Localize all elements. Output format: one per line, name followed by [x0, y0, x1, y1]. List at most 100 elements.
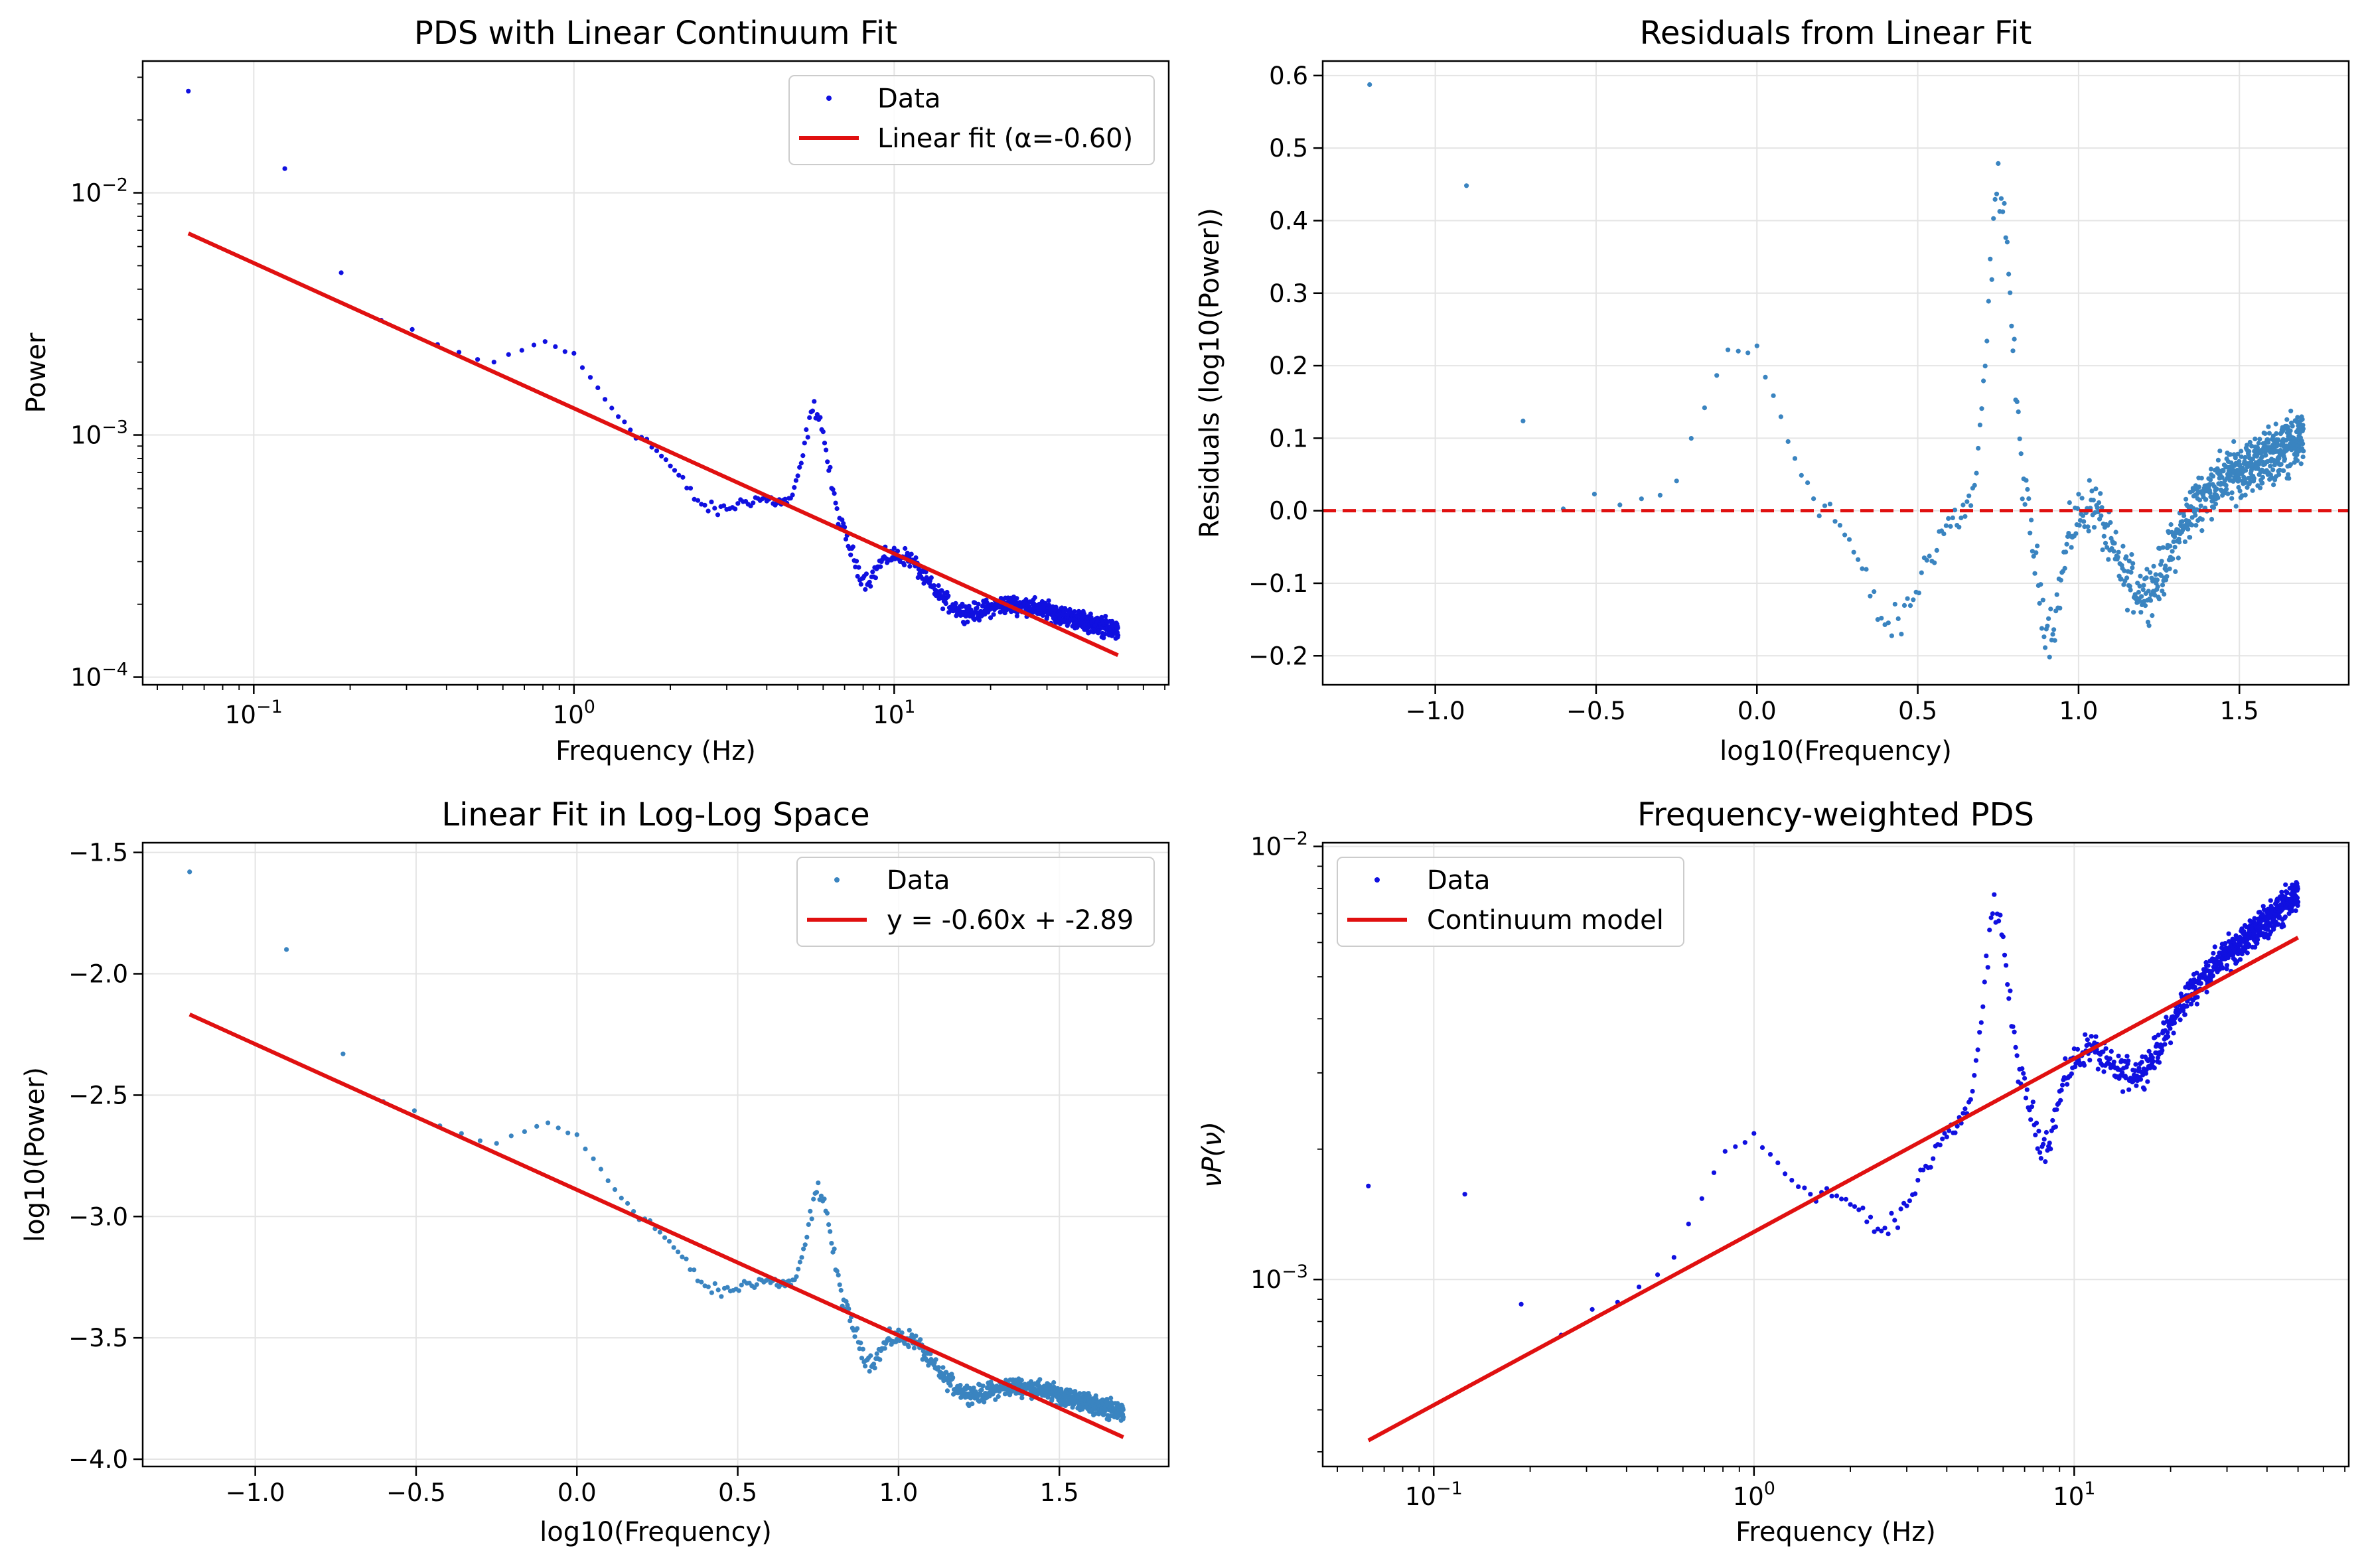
y-tick-label: 0.1 [1269, 424, 1308, 453]
data-point [719, 1294, 724, 1299]
data-point [2274, 431, 2279, 437]
data-point [1077, 1391, 1082, 1396]
data-point [2235, 451, 2241, 457]
data-point [2243, 492, 2248, 498]
data-point [2193, 523, 2199, 528]
data-point [2035, 1146, 2040, 1151]
fit-line [188, 1013, 1124, 1439]
data-point [2247, 449, 2252, 454]
data-point [2209, 516, 2215, 522]
data-point [692, 496, 697, 502]
data-point [2098, 491, 2103, 496]
data-point [2260, 474, 2265, 480]
y-tick-label: 0.0 [1269, 497, 1308, 526]
data-point [1108, 1395, 1114, 1401]
data-point [2182, 513, 2187, 518]
data-point [2224, 963, 2230, 968]
data-point [891, 545, 897, 551]
data-point [2205, 963, 2211, 968]
data-point [2144, 567, 2150, 572]
data-point [1916, 591, 1921, 596]
data-point [859, 1356, 865, 1361]
data-point [2194, 1001, 2199, 1007]
y-tick-label: −0.2 [1248, 642, 1308, 670]
data-point [2215, 457, 2221, 463]
data-point [598, 1167, 604, 1172]
data-point [828, 1229, 833, 1234]
data-point [1518, 1301, 1524, 1307]
data-point [2168, 543, 2173, 549]
x-tick-label: 1.0 [2059, 697, 2098, 725]
x-tick-label: −1.0 [1406, 697, 1465, 725]
data-point [2210, 973, 2215, 979]
data-point [2041, 1137, 2047, 1142]
data-point [457, 350, 462, 355]
data-point [2280, 429, 2286, 434]
data-point [799, 1255, 804, 1260]
data-point [2209, 969, 2215, 974]
data-point [2101, 1049, 2106, 1054]
data-point [2043, 1159, 2048, 1165]
data-point [2130, 565, 2135, 571]
data-point [1639, 496, 1644, 502]
data-point [1014, 596, 1019, 601]
data-point [2115, 554, 2120, 560]
data-point [836, 1273, 841, 1278]
data-point [2198, 503, 2203, 508]
data-point [1991, 216, 1996, 221]
data-point [2036, 1129, 2041, 1134]
data-point [882, 1346, 887, 1351]
data-point [2236, 476, 2241, 481]
data-point [842, 524, 848, 530]
x-tick-label: −0.5 [386, 1478, 446, 1507]
data-point [2146, 623, 2152, 628]
data-point [2075, 1046, 2081, 1052]
data-point [858, 581, 863, 587]
data-point [186, 88, 191, 94]
data-point [579, 365, 585, 370]
data-point [1968, 1097, 1973, 1102]
data-point [2279, 889, 2284, 894]
data-point [2000, 209, 2006, 214]
data-point [2165, 1030, 2170, 1035]
data-point [1988, 256, 1993, 261]
data-point [1464, 183, 1469, 188]
data-point [792, 485, 797, 490]
data-point [1886, 1231, 1891, 1237]
data-point [824, 1210, 830, 1216]
data-point [867, 579, 872, 585]
data-point [1002, 1391, 1007, 1397]
data-point [816, 1180, 821, 1186]
data-point [2247, 918, 2253, 924]
data-point [2144, 575, 2149, 581]
data-point [282, 166, 287, 171]
data-point [2048, 1146, 2053, 1151]
data-point [2194, 970, 2199, 975]
data-point [2266, 424, 2271, 429]
data-point [1053, 606, 1059, 612]
data-point [2213, 501, 2219, 507]
data-point [2130, 561, 2136, 566]
data-point [2012, 336, 2017, 342]
data-point [1984, 338, 1990, 344]
data-point [2255, 937, 2260, 942]
legend-fit-label: y = -0.60x + -2.89 [887, 905, 1134, 936]
data-point [1974, 470, 1979, 476]
x-axis-label: Frequency (Hz) [1736, 1517, 1936, 1547]
data-point [909, 551, 914, 557]
data-point [1994, 191, 2000, 196]
data-point [2133, 1062, 2138, 1067]
data-point [837, 1282, 842, 1287]
data-point [2126, 558, 2132, 564]
data-point [1792, 456, 1798, 461]
data-point [688, 1267, 693, 1272]
data-point [1775, 1160, 1781, 1165]
data-point [1905, 596, 1910, 601]
data-point [2237, 488, 2243, 494]
data-point [2275, 898, 2280, 904]
data-point [409, 326, 415, 332]
data-point [2023, 1096, 2029, 1101]
data-point [2245, 485, 2250, 490]
data-point [2168, 1026, 2173, 1031]
data-point [976, 601, 981, 607]
